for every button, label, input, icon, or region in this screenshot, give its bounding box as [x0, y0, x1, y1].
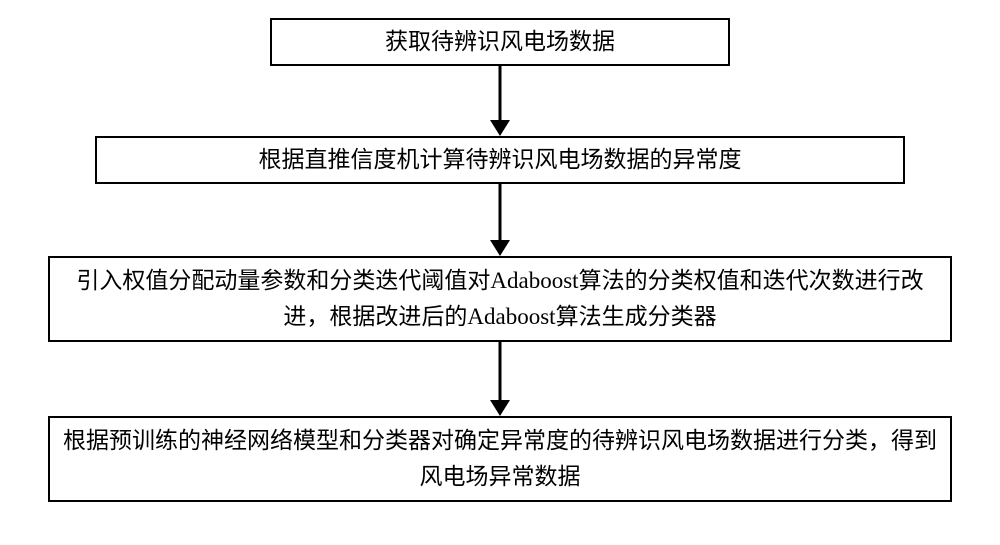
flow-arrow-2: [488, 184, 512, 256]
flow-node-4-text: 根据预训练的神经网络模型和分类器对确定异常度的待辨识风电场数据进行分类，得到风电…: [60, 423, 940, 494]
flow-arrow-3: [488, 342, 512, 416]
flow-node-3: 引入权值分配动量参数和分类迭代阈值对Adaboost算法的分类权值和迭代次数进行…: [48, 256, 952, 342]
flowchart-container: 获取待辨识风电场数据 根据直推信度机计算待辨识风电场数据的异常度 引入权值分配动…: [0, 0, 1000, 545]
flow-node-4: 根据预训练的神经网络模型和分类器对确定异常度的待辨识风电场数据进行分类，得到风电…: [48, 416, 952, 502]
flow-node-2-text: 根据直推信度机计算待辨识风电场数据的异常度: [259, 142, 742, 178]
flow-node-2: 根据直推信度机计算待辨识风电场数据的异常度: [95, 136, 905, 184]
flow-arrow-1: [488, 66, 512, 136]
flow-node-3-text: 引入权值分配动量参数和分类迭代阈值对Adaboost算法的分类权值和迭代次数进行…: [60, 263, 940, 334]
flow-node-1-text: 获取待辨识风电场数据: [385, 24, 615, 60]
flow-node-1: 获取待辨识风电场数据: [270, 18, 730, 66]
